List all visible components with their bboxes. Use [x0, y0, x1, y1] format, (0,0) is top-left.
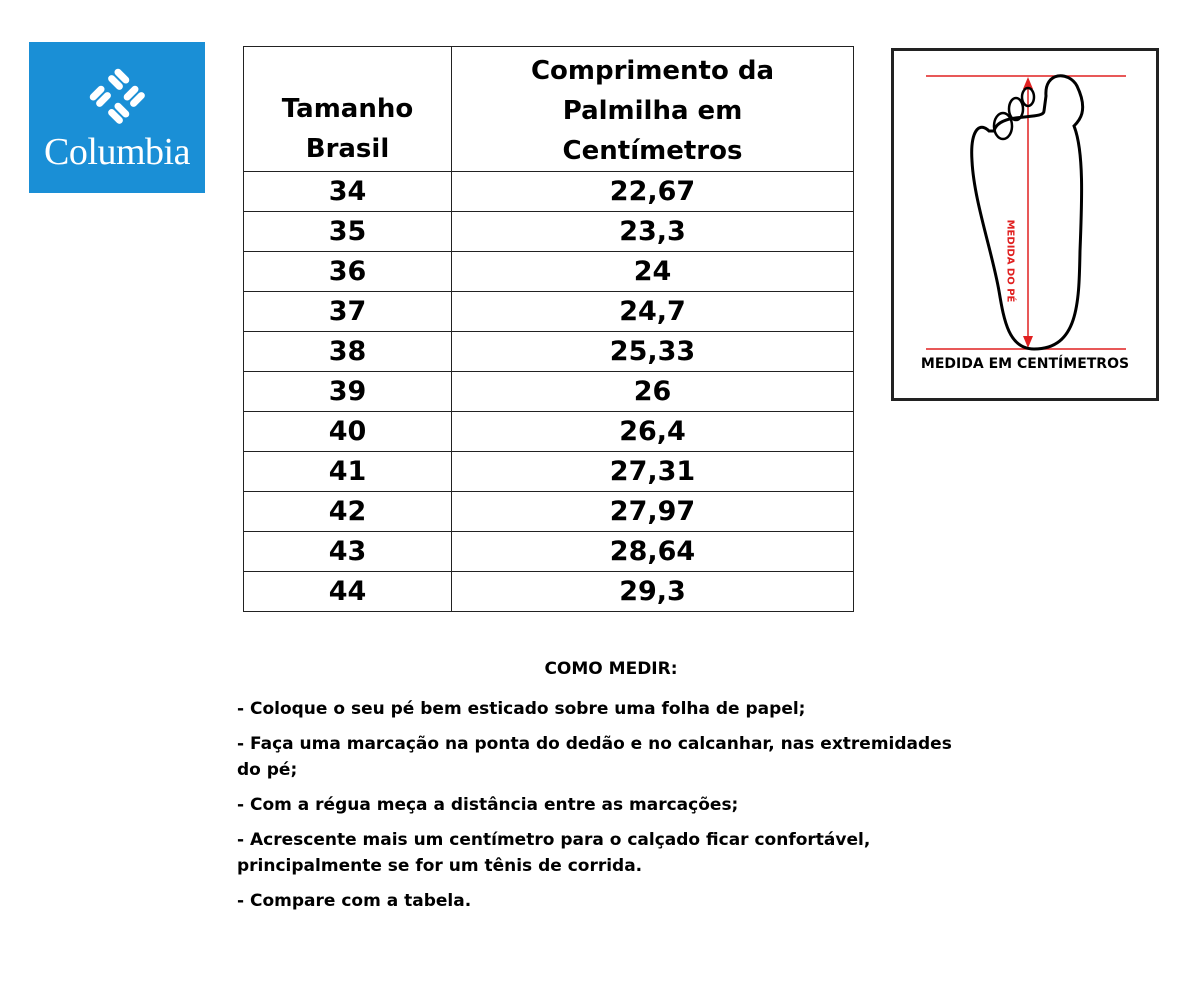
table-row: 35 23,3 [243, 211, 854, 252]
instruction-step: - Coloque o seu pé bem esticado sobre um… [237, 699, 806, 719]
size-cell: 34 [243, 171, 452, 212]
length-cell: 24 [451, 251, 854, 292]
size-cell: 38 [243, 331, 452, 372]
instructions-title: COMO MEDIR: [544, 659, 678, 679]
table-row: 40 26,4 [243, 411, 854, 452]
length-cell: 27,31 [451, 451, 854, 492]
length-cell: 23,3 [451, 211, 854, 252]
length-cell: 22,67 [451, 171, 854, 212]
size-cell: 42 [243, 491, 452, 532]
size-cell: 36 [243, 251, 452, 292]
foot-icon [926, 74, 1126, 351]
foot-measure-diagram: MEDIDA DO PÉ MEDIDA EM CENTÍMETROS [891, 48, 1159, 401]
table-row: 37 24,7 [243, 291, 854, 332]
diagram-caption: MEDIDA EM CENTÍMETROS [920, 356, 1130, 372]
length-cell: 27,97 [451, 491, 854, 532]
table-row: 41 27,31 [243, 451, 854, 492]
table-row: 42 27,97 [243, 491, 854, 532]
columbia-diamond-icon [89, 68, 145, 124]
size-cell: 44 [243, 571, 452, 612]
size-cell: 43 [243, 531, 452, 572]
size-cell: 41 [243, 451, 452, 492]
length-cell: 29,3 [451, 571, 854, 612]
table-row: 39 26 [243, 371, 854, 412]
instruction-step: - Faça uma marcação na ponta do dedão e … [237, 734, 952, 780]
table-row: 38 25,33 [243, 331, 854, 372]
table-row: 34 22,67 [243, 171, 854, 212]
length-cell: 24,7 [451, 291, 854, 332]
header-length: Comprimento da Palmilha em Centímetros [451, 46, 854, 172]
length-cell: 28,64 [451, 531, 854, 572]
length-cell: 26,4 [451, 411, 854, 452]
length-cell: 26 [451, 371, 854, 412]
instruction-step: - Acrescente mais um centímetro para o c… [237, 830, 871, 876]
foot-length-label: MEDIDA DO PÉ [1004, 216, 1016, 306]
size-table: Tamanho Brasil Comprimento da Palmilha e… [243, 46, 854, 612]
table-row: 43 28,64 [243, 531, 854, 572]
instruction-step: - Com a régua meça a distância entre as … [237, 795, 739, 815]
size-cell: 35 [243, 211, 452, 252]
size-cell: 37 [243, 291, 452, 332]
size-cell: 39 [243, 371, 452, 412]
table-row: 36 24 [243, 251, 854, 292]
table-row: 44 29,3 [243, 571, 854, 612]
logo-wordmark: Columbia [44, 131, 190, 173]
instruction-step: - Compare com a tabela. [237, 891, 472, 911]
columbia-logo: Columbia [29, 42, 205, 193]
length-cell: 25,33 [451, 331, 854, 372]
how-to-measure: COMO MEDIR: - Coloque o seu pé bem estic… [237, 656, 977, 923]
size-cell: 40 [243, 411, 452, 452]
header-size: Tamanho Brasil [243, 46, 452, 172]
